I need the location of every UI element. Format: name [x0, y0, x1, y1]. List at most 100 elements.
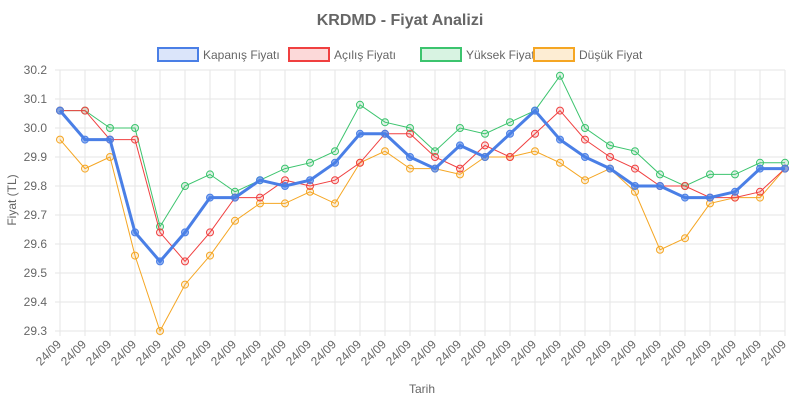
data-point[interactable] [456, 141, 464, 150]
data-point[interactable] [206, 251, 214, 260]
data-point[interactable] [256, 199, 264, 208]
data-point[interactable] [606, 141, 614, 150]
data-point[interactable] [381, 129, 389, 138]
data-point[interactable] [131, 135, 139, 144]
data-point[interactable] [81, 164, 89, 173]
data-point[interactable] [556, 158, 564, 167]
data-point[interactable] [406, 129, 414, 138]
data-point[interactable] [331, 158, 339, 167]
data-point[interactable] [381, 118, 389, 127]
data-point[interactable] [256, 176, 264, 185]
data-point[interactable] [631, 164, 639, 173]
data-point[interactable] [406, 124, 414, 132]
data-point[interactable] [406, 164, 414, 173]
data-point[interactable] [181, 257, 189, 266]
data-point[interactable] [331, 176, 339, 185]
data-point[interactable] [531, 106, 539, 115]
data-point[interactable] [281, 199, 289, 208]
data-point[interactable] [656, 182, 664, 190]
data-point[interactable] [456, 170, 464, 179]
data-point[interactable] [231, 193, 239, 202]
legend-item[interactable]: Kapanış Fiyatı [157, 47, 280, 62]
data-point[interactable] [281, 182, 289, 190]
data-point[interactable] [556, 106, 564, 115]
data-point[interactable] [381, 147, 389, 156]
data-point[interactable] [481, 153, 489, 161]
data-point[interactable] [731, 187, 739, 196]
legend-item[interactable]: Düşük Fiyat [533, 47, 643, 62]
data-point[interactable] [106, 124, 114, 132]
data-point[interactable] [706, 170, 714, 179]
data-point[interactable] [731, 170, 739, 179]
data-point[interactable] [506, 118, 514, 127]
data-point[interactable] [556, 71, 564, 80]
legend-swatch [288, 47, 330, 62]
legend-item[interactable]: Açılış Fiyatı [288, 47, 396, 62]
data-point[interactable] [431, 147, 439, 156]
data-point[interactable] [606, 153, 614, 161]
data-point[interactable] [556, 135, 564, 144]
x-tick-label: 24/09 [408, 337, 439, 368]
data-point[interactable] [331, 147, 339, 156]
data-point[interactable] [681, 182, 689, 190]
data-point[interactable] [206, 170, 214, 179]
data-point[interactable] [681, 234, 689, 243]
data-point[interactable] [156, 228, 164, 237]
data-point[interactable] [156, 257, 164, 266]
data-point[interactable] [306, 176, 314, 185]
data-point[interactable] [106, 135, 114, 144]
data-point[interactable] [281, 164, 289, 173]
data-point[interactable] [106, 153, 114, 161]
data-point[interactable] [506, 129, 514, 138]
legend-item[interactable]: Yüksek Fiyat [420, 47, 535, 62]
data-point[interactable] [306, 158, 314, 167]
data-point[interactable] [581, 153, 589, 161]
data-point[interactable] [531, 147, 539, 156]
data-point[interactable] [756, 187, 764, 196]
data-point[interactable] [756, 193, 764, 202]
data-point[interactable] [181, 228, 189, 237]
data-point[interactable] [206, 193, 214, 202]
data-point[interactable] [656, 245, 664, 254]
data-point[interactable] [431, 164, 439, 173]
data-point[interactable] [256, 193, 264, 202]
data-point[interactable] [231, 216, 239, 225]
data-point[interactable] [581, 124, 589, 132]
data-point[interactable] [56, 106, 64, 115]
data-point[interactable] [681, 193, 689, 202]
data-point[interactable] [581, 176, 589, 185]
data-point[interactable] [581, 135, 589, 144]
data-point[interactable] [606, 164, 614, 173]
data-point[interactable] [356, 158, 364, 167]
data-point[interactable] [781, 164, 789, 173]
data-point[interactable] [156, 327, 164, 335]
data-point[interactable] [181, 280, 189, 289]
data-point[interactable] [481, 141, 489, 150]
data-point[interactable] [56, 135, 64, 144]
data-point[interactable] [406, 153, 414, 161]
data-point[interactable] [631, 147, 639, 156]
data-point[interactable] [706, 193, 714, 202]
data-point[interactable] [81, 135, 89, 144]
data-point[interactable] [356, 129, 364, 138]
data-point[interactable] [206, 228, 214, 237]
data-point[interactable] [481, 129, 489, 138]
data-point[interactable] [456, 124, 464, 132]
data-point[interactable] [456, 164, 464, 173]
data-point[interactable] [131, 124, 139, 132]
data-point[interactable] [506, 153, 514, 161]
data-point[interactable] [306, 187, 314, 196]
x-tick-label: 24/09 [733, 337, 764, 368]
data-point[interactable] [531, 129, 539, 138]
data-point[interactable] [656, 170, 664, 179]
data-point[interactable] [756, 164, 764, 173]
data-point[interactable] [431, 153, 439, 161]
data-point[interactable] [81, 106, 89, 115]
data-point[interactable] [331, 199, 339, 208]
data-point[interactable] [631, 182, 639, 190]
data-point[interactable] [356, 100, 364, 109]
data-point[interactable] [181, 182, 189, 190]
data-point[interactable] [131, 228, 139, 237]
series-line [60, 109, 786, 263]
data-point[interactable] [131, 251, 139, 260]
